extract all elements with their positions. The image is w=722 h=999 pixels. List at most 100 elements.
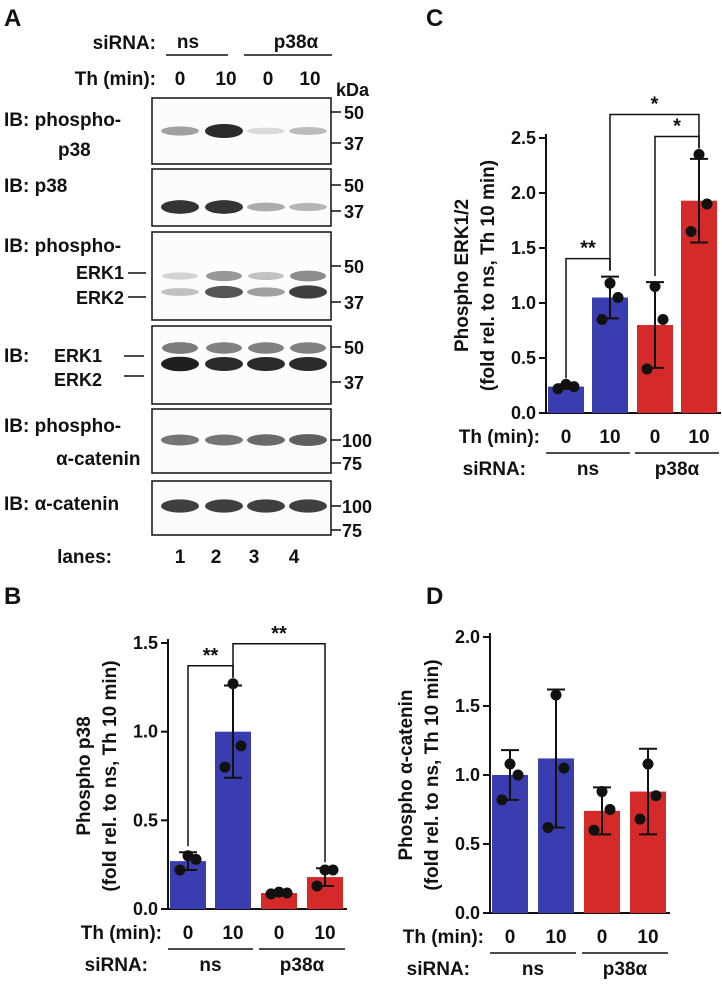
data-point [560, 378, 572, 390]
data-point [273, 886, 285, 898]
y-axis-label: Phospho p38 [74, 716, 95, 835]
blot-frame [151, 168, 332, 227]
blot-band [205, 499, 243, 513]
x-tick-label: 0 [505, 927, 516, 948]
data-point [227, 678, 239, 690]
blot-band [161, 200, 199, 214]
data-point [596, 786, 608, 798]
x-tick-label: 10 [222, 923, 243, 944]
blot-band-upper [206, 270, 242, 282]
blot-band-upper [162, 342, 198, 354]
group-label: ns [577, 459, 599, 480]
y-tick-label: 0.5 [455, 834, 480, 854]
blot-band [247, 434, 285, 446]
data-point [588, 824, 600, 836]
blot-band [161, 499, 199, 513]
ib-label: IB: p38 [4, 176, 67, 197]
data-point [182, 850, 194, 862]
y-tick-label: 1.0 [511, 293, 536, 313]
data-point [701, 198, 713, 210]
marker: 37 [344, 293, 364, 313]
kda-label: kDa [336, 80, 370, 100]
marker: 37 [344, 134, 364, 154]
marker: 50 [344, 338, 364, 358]
x-tick-label: 0 [183, 923, 194, 944]
x-tick-label: 10 [314, 923, 335, 944]
data-point [604, 804, 616, 815]
blot-band-upper [206, 342, 242, 354]
data-point [604, 277, 616, 289]
y-tick-label: 0.0 [133, 899, 158, 919]
data-point [327, 864, 339, 876]
blot-band [205, 200, 243, 214]
y-tick-label: 1.0 [133, 722, 158, 742]
erk2-label: ERK2 [54, 370, 102, 390]
sirna-label: siRNA: [85, 955, 148, 976]
blot-phospho-p38: IB: phospho- p38 50 37 [4, 97, 364, 165]
y-tick-label: 1.5 [511, 238, 536, 258]
data-point [642, 758, 654, 770]
lanes-label: lanes: [57, 547, 112, 568]
data-point [542, 821, 554, 833]
group-label: p38α [655, 459, 700, 480]
blot-band [289, 202, 327, 212]
y-tick-label: 0.5 [133, 810, 158, 830]
blot-phospho-alpha-catenin: IB: phospho- α-catenin 100 75 [4, 408, 372, 474]
blot-band [247, 202, 285, 212]
marker: 50 [344, 257, 364, 277]
y-tick-label: 0.0 [511, 403, 536, 423]
ib-label: IB: α-catenin [4, 494, 119, 515]
marker: 50 [344, 176, 364, 196]
sirna-label: siRNA: [463, 459, 526, 480]
lane-number-2: 2 [211, 547, 222, 568]
blot-band [161, 288, 199, 296]
lane-number-1: 1 [175, 547, 186, 568]
blot-erk: IB: ERK1 ERK2 50 37 [4, 325, 364, 405]
data-point [552, 383, 564, 395]
chart-phospho-alpha-catenin: Phospho α-catenin (fold rel. to ns, Th 10… [396, 627, 670, 980]
group-label: ns [522, 959, 544, 980]
erk2-label: ERK2 [76, 288, 124, 308]
th-label: Th (min): [75, 69, 156, 90]
blot-band-upper [290, 342, 326, 354]
data-point [311, 880, 323, 892]
chart-phospho-erk: Phospho ERK1/2 (fold rel. to ns, Th 10 mi… [452, 94, 721, 480]
marker: 37 [344, 373, 364, 393]
blot-band [289, 499, 327, 513]
blot-p38: IB: p38 50 37 [4, 168, 364, 227]
panel-letter-a: A [4, 5, 21, 32]
significance-label: ** [203, 645, 219, 667]
blot-band [247, 127, 285, 135]
x-tick-label: 10 [545, 927, 566, 948]
p38a-label: p38α [274, 32, 319, 53]
lane-number-3: 3 [249, 547, 260, 568]
blot-band [161, 356, 199, 372]
marker: 100 [342, 497, 372, 517]
data-point [550, 689, 562, 701]
significance-label: * [673, 116, 681, 138]
significance-label: ** [271, 623, 287, 645]
blot-band-upper [162, 272, 198, 280]
blot-band [247, 499, 285, 513]
group-label: p38α [280, 955, 325, 976]
data-point [496, 794, 508, 806]
significance-label: ** [580, 238, 596, 260]
blot-band [161, 126, 199, 136]
data-point [693, 149, 705, 160]
y-tick-label: 1.5 [133, 633, 158, 653]
data-point [685, 226, 697, 237]
blot-alpha-catenin: IB: α-catenin 100 75 [4, 480, 372, 541]
panel-a: A siRNA: ns p38α Th (min): 0 10 0 10 kDa… [4, 5, 372, 568]
ns-label: ns [177, 32, 199, 53]
marker: 75 [342, 521, 362, 541]
data-point [558, 762, 570, 774]
significance-bracket [609, 113, 700, 271]
blot-band [289, 127, 327, 135]
significance-label: * [651, 94, 659, 116]
x-tick-label: 10 [688, 427, 709, 448]
blot-band [161, 434, 199, 446]
th-label: Th (min): [403, 927, 484, 948]
blot-band [205, 123, 243, 139]
lane-number-4: 4 [289, 547, 300, 568]
